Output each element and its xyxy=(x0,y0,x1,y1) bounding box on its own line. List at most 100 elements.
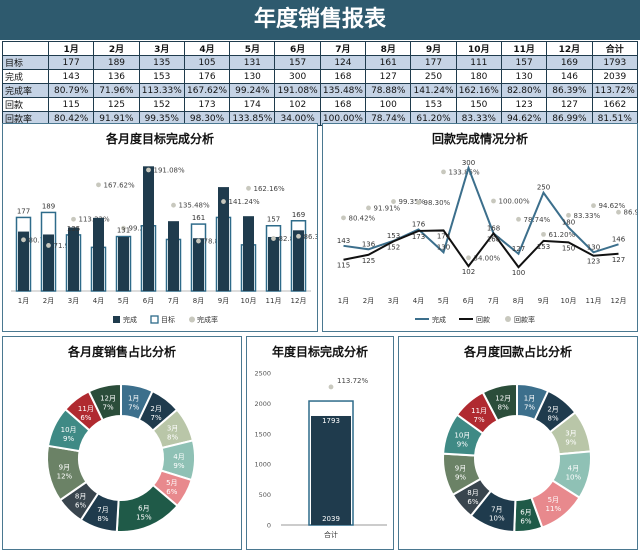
payment-value-label: 153 xyxy=(537,243,550,251)
table-cell: 136 xyxy=(93,69,140,84)
slice-percent: 6% xyxy=(80,414,91,422)
row-label: 完成率 xyxy=(2,83,49,98)
rate-point xyxy=(96,182,101,188)
x-tick-label: 2月 xyxy=(43,297,54,305)
x-tick-label: 9月 xyxy=(538,297,549,305)
monthly-target-panel: 各月度目标完成分析 17780.79%1月18971.96%2月135113.3… xyxy=(2,123,318,332)
table-cell: 162.16% xyxy=(455,83,502,98)
payment-value-label: 100 xyxy=(512,269,525,277)
table-cell: 127 xyxy=(365,69,412,84)
table-cell: 150 xyxy=(455,97,502,112)
payment-line xyxy=(343,229,619,269)
x-tick-label: 7月 xyxy=(488,297,499,305)
payment-line-chart: 80.42% 91.91%99.35%98.30% 133.85% 34.00% 100… xyxy=(337,159,637,324)
slice-percent: 7% xyxy=(103,403,114,411)
y-tick-label: 1500 xyxy=(254,430,271,438)
table-cell: 177 xyxy=(410,55,457,70)
rate-label: 141.24% xyxy=(229,198,260,206)
done-bar xyxy=(218,187,229,291)
payment-share-donut: 1月7% 2月8%3月9%4月10%5月11%6月6%7月10%8月6%9月9%1… xyxy=(442,382,592,533)
rate-point xyxy=(146,167,151,173)
table-cell: 168 xyxy=(319,69,367,84)
column-header: 1月 xyxy=(47,41,95,56)
rate-point xyxy=(516,216,521,222)
rate-point xyxy=(21,237,26,243)
table-cell: 102 xyxy=(274,97,321,112)
table-cell: 1793 xyxy=(591,55,639,70)
column-header: 9月 xyxy=(410,41,457,56)
slice-percent: 9% xyxy=(173,462,184,470)
done-bar xyxy=(243,216,254,291)
done-bar xyxy=(143,166,154,291)
done-bar xyxy=(193,238,204,291)
slice-label: 7月 xyxy=(491,505,502,513)
table-cell: 115 xyxy=(47,97,95,112)
y-tick-label: 2500 xyxy=(254,370,271,378)
rate-label: 83.33% xyxy=(574,212,601,220)
table-cell: 153 xyxy=(410,97,457,112)
slice-label: 12月 xyxy=(495,395,511,403)
rate-point xyxy=(121,225,126,231)
x-tick-label: 4月 xyxy=(413,297,424,305)
done-bar xyxy=(93,217,104,291)
slice-label: 7月 xyxy=(97,506,108,514)
summary-table: 1月 2月 3月 4月 5月 6月 7月 8月 9月 10月 11月 12月 合计 目标 177 189 13… xyxy=(2,41,639,126)
done-line xyxy=(343,164,619,256)
slice-label: 2月 xyxy=(547,406,558,414)
done-value-label: 168 xyxy=(487,224,500,232)
table-cell: 80.79% xyxy=(47,83,95,98)
done-value-label: 130 xyxy=(437,243,450,251)
done-value-label: 130 xyxy=(587,243,600,251)
table-cell: 2039 xyxy=(591,69,639,84)
rate-point xyxy=(271,236,276,241)
table-cell: 131 xyxy=(229,55,276,70)
x-tick-label: 8月 xyxy=(513,297,524,305)
done-value-label: 180 xyxy=(562,218,575,226)
rate-point xyxy=(616,209,621,215)
rate-point xyxy=(566,212,571,218)
done-value-label: 300 xyxy=(462,159,475,167)
slice-label: 9月 xyxy=(455,464,466,472)
slice-label: 2月 xyxy=(150,405,161,413)
table-corner xyxy=(2,41,49,56)
done-value-label: 127 xyxy=(512,245,525,253)
done-bar xyxy=(43,234,54,291)
x-tick-label: 6月 xyxy=(143,297,154,305)
table-cell: 157 xyxy=(500,55,548,70)
column-header: 7月 xyxy=(319,41,367,56)
slice-label: 3月 xyxy=(565,430,576,438)
x-tick-label: 12月 xyxy=(291,297,307,305)
column-header: 4月 xyxy=(183,41,231,56)
payment-value-label: 150 xyxy=(562,244,575,252)
sales-share-panel: 各月度销售占比分析 1月 7% 2月 7% 3月 8% 4月 9% 5月 6% 6月 15% 7月 8% 8… xyxy=(2,336,242,550)
column-header: 2月 xyxy=(93,41,140,56)
payment-value-label: 173 xyxy=(412,233,425,241)
slice-label: 4月 xyxy=(173,453,184,461)
table-cell: 123 xyxy=(500,97,548,112)
x-tick-label: 6月 xyxy=(463,297,474,305)
slice-percent: 10% xyxy=(566,474,582,482)
slice-label: 5月 xyxy=(548,496,559,504)
rate-point xyxy=(296,233,301,239)
x-tick-label: 3月 xyxy=(388,297,399,305)
table-cell: 176 xyxy=(183,69,231,84)
slice-percent: 6% xyxy=(467,498,478,506)
done-value-label: 136 xyxy=(362,240,376,248)
row-label: 回款率 xyxy=(2,111,49,126)
rate-label: 94.62% xyxy=(599,202,626,210)
table-cell: 180 xyxy=(455,69,502,84)
payment-value-label: 123 xyxy=(587,258,600,266)
table-cell: 153 xyxy=(138,69,185,84)
done-bar xyxy=(268,236,279,291)
legend-label: 回款率 xyxy=(514,315,535,324)
rate-label: 80.42% xyxy=(349,214,376,222)
target-label: 135 xyxy=(67,225,80,233)
rate-label: 133.85% xyxy=(449,168,480,176)
x-tick-label: 5月 xyxy=(438,297,449,305)
target-bar xyxy=(311,415,351,525)
payment-value-label: 127 xyxy=(612,256,625,264)
slice-percent: 7% xyxy=(128,403,139,411)
annual-target-title: 年度目标完成分析 xyxy=(271,345,368,359)
table-cell: 143 xyxy=(47,69,95,84)
rate-point xyxy=(441,169,446,175)
